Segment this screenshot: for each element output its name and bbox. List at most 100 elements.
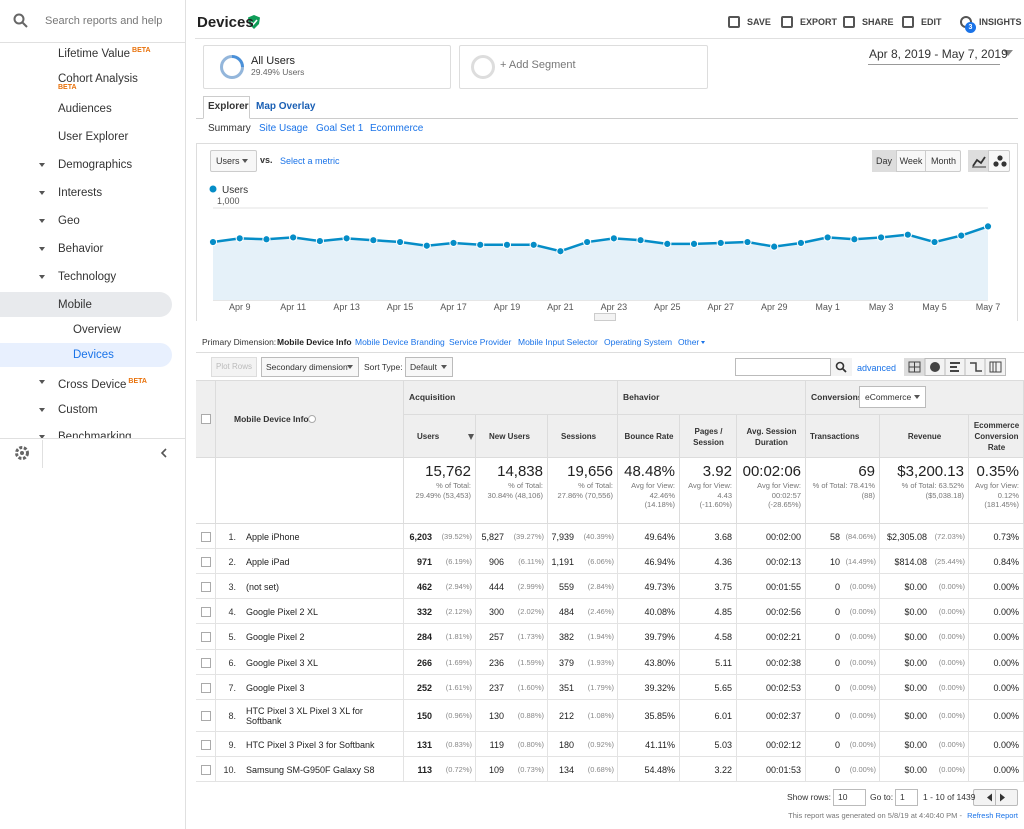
row-cell [548,675,618,700]
dimension-option[interactable]: Operating System [604,337,673,347]
checkbox[interactable] [201,414,211,424]
dimension-option[interactable]: Mobile Device Info [277,337,352,347]
nav-item[interactable]: Devices [73,349,114,361]
table-panel [196,352,1024,782]
checkbox[interactable] [201,581,211,592]
row-name[interactable]: HTC Pixel 3 Pixel 3 for Softbank [246,739,375,750]
column-header[interactable]: Ecommerce Conversion Rate [973,421,1020,452]
checkbox[interactable] [201,556,211,567]
header-action[interactable]: SHARE [862,17,894,27]
nav-item[interactable]: Behavior [58,243,104,255]
checkbox[interactable] [201,531,211,542]
column-header[interactable]: Users [417,432,440,441]
tab[interactable]: Explorer [208,101,249,112]
nav-item[interactable]: Technology [58,271,117,283]
row-value: 3.22 [714,764,732,775]
segment-card[interactable] [459,45,708,89]
subtab[interactable]: Goal Set 1 [316,123,364,134]
nav-item[interactable]: Mobile [58,299,92,311]
search-placeholder[interactable]: Search reports and help [45,15,163,27]
checkbox[interactable] [201,632,211,642]
action-icon[interactable] [728,16,740,28]
nav-item[interactable]: Cross Device BETA [58,378,147,391]
dimension-option[interactable]: Mobile Device Branding [355,337,445,347]
interval-button[interactable]: Month [925,150,961,172]
nav-item[interactable]: Demographics [58,159,133,171]
row-value: 5,827 [481,531,504,542]
totals-cell [548,458,618,524]
checkbox[interactable] [201,739,211,750]
nav-item[interactable]: Overview [73,324,121,336]
dimension-option[interactable]: Service Provider [449,337,512,347]
column-header[interactable]: Pages / Session [693,426,724,447]
column-header[interactable]: Avg. Session Duration [746,426,797,447]
checkbox[interactable] [201,657,211,668]
row-name[interactable]: Apple iPhone [246,531,300,542]
segment-card[interactable] [203,45,451,89]
rows-select[interactable]: 10 [833,789,866,806]
row-name[interactable]: Apple iPad [246,556,290,567]
compare-link[interactable]: Select a metric [280,156,340,166]
page-input[interactable]: 1 [895,789,918,806]
header-action[interactable]: INSIGHTS [979,17,1022,27]
column-header[interactable]: Transactions [810,432,860,441]
action-icon[interactable] [781,16,793,28]
nav-item[interactable]: User Explorer [58,131,129,143]
settings-icon[interactable] [13,444,31,462]
row-name[interactable]: Google Pixel 2 XL [246,606,319,617]
row-name[interactable]: HTC Pixel 3 XL Pixel 3 XL for Softbank [246,706,363,726]
resize-handle[interactable] [594,313,616,321]
row-share: (0.00%) [849,606,876,616]
checkbox[interactable] [201,764,211,775]
nav-item[interactable]: Lifetime Value BETA [58,47,151,60]
row-name[interactable]: Samsung SM-G950F Galaxy S8 [246,764,375,775]
row-name[interactable]: (not set) [246,581,280,592]
nav-item[interactable]: Custom [58,404,98,416]
segment-name[interactable]: All Users [251,55,296,67]
segment-add[interactable]: + Add Segment [500,59,576,71]
interval-button[interactable]: Day [872,150,896,172]
action-icon[interactable] [843,16,855,28]
row-share: (0.00%) [849,657,876,667]
sort-select[interactable] [405,357,453,377]
row-cell [618,700,680,732]
header-action[interactable]: SAVE [747,17,771,27]
column-header[interactable]: Bounce Rate [624,432,674,441]
row-name[interactable]: Google Pixel 2 [246,632,305,642]
metric-select[interactable] [210,150,257,172]
dimension-option[interactable]: Mobile Input Selector [518,337,598,347]
header-action[interactable]: EXPORT [800,17,838,27]
metric-select-label[interactable]: Users [216,156,240,166]
row-name[interactable]: Google Pixel 3 [246,682,305,693]
generated-note[interactable]: Refresh Report [967,811,1018,820]
row-share: (6.11%) [518,556,544,566]
row-value: 130 [488,711,504,721]
checkbox[interactable] [201,711,211,721]
nav-item[interactable]: Interests [58,187,103,199]
tab[interactable]: Map Overlay [256,101,316,112]
advanced-link[interactable]: advanced [857,363,897,373]
subtab[interactable]: Ecommerce [370,123,424,134]
nav-item[interactable]: Benchmarking [58,431,132,438]
dimension-option[interactable]: Other [678,337,700,347]
subtab[interactable]: Summary [208,123,251,134]
tab-active[interactable] [203,96,250,119]
checkbox[interactable] [201,682,211,693]
plot-rows-button[interactable]: Plot Rows [211,357,257,377]
subtab[interactable]: Site Usage [259,123,308,134]
checkbox[interactable] [201,606,211,617]
column-header[interactable]: Revenue [907,432,942,441]
header-action[interactable]: EDIT [921,17,942,27]
secondary-select[interactable] [261,357,359,377]
nav-item[interactable]: Audiences [58,103,112,115]
action-icon[interactable] [902,16,914,28]
nav-item[interactable]: Cohort Analysis [58,73,138,85]
date-range[interactable]: Apr 8, 2019 - May 7, 2019 [869,47,1008,61]
interval-button[interactable]: Week [896,150,925,172]
nav-item[interactable]: Geo [58,215,80,227]
row-name[interactable]: Google Pixel 3 XL [246,657,319,668]
collapse-icon[interactable] [158,447,170,459]
column-header[interactable]: New Users [489,432,530,441]
column-header[interactable]: Sessions [561,432,597,441]
conversion-select[interactable] [859,386,926,408]
